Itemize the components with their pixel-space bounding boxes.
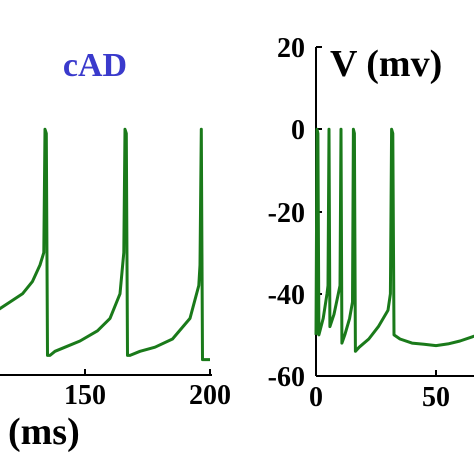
chart-title-cad: cAD [63,47,127,84]
x-tick-label-150: 150 [64,380,106,411]
y-axis-label-v-mv: V (mv) [330,43,442,85]
x-tick-label-200: 200 [189,380,231,411]
x-tick-label-0: 0 [309,382,323,413]
chart-right: V (mv) 20 0 -20 -40 -60 0 50 [268,33,474,413]
chart-left: cAD 150 200 (ms) [0,47,231,453]
y-tick-label-minus60: -60 [268,362,305,393]
voltage-trace-left [0,127,210,362]
voltage-trace-right [314,127,474,353]
y-tick-label-minus40: -40 [268,280,305,311]
y-tick-label-minus20: -20 [268,198,305,229]
y-tick-label-20: 20 [277,33,305,64]
x-tick-label-50: 50 [422,382,450,413]
y-tick-label-0: 0 [291,115,305,146]
x-axis-label-ms: (ms) [8,411,80,453]
